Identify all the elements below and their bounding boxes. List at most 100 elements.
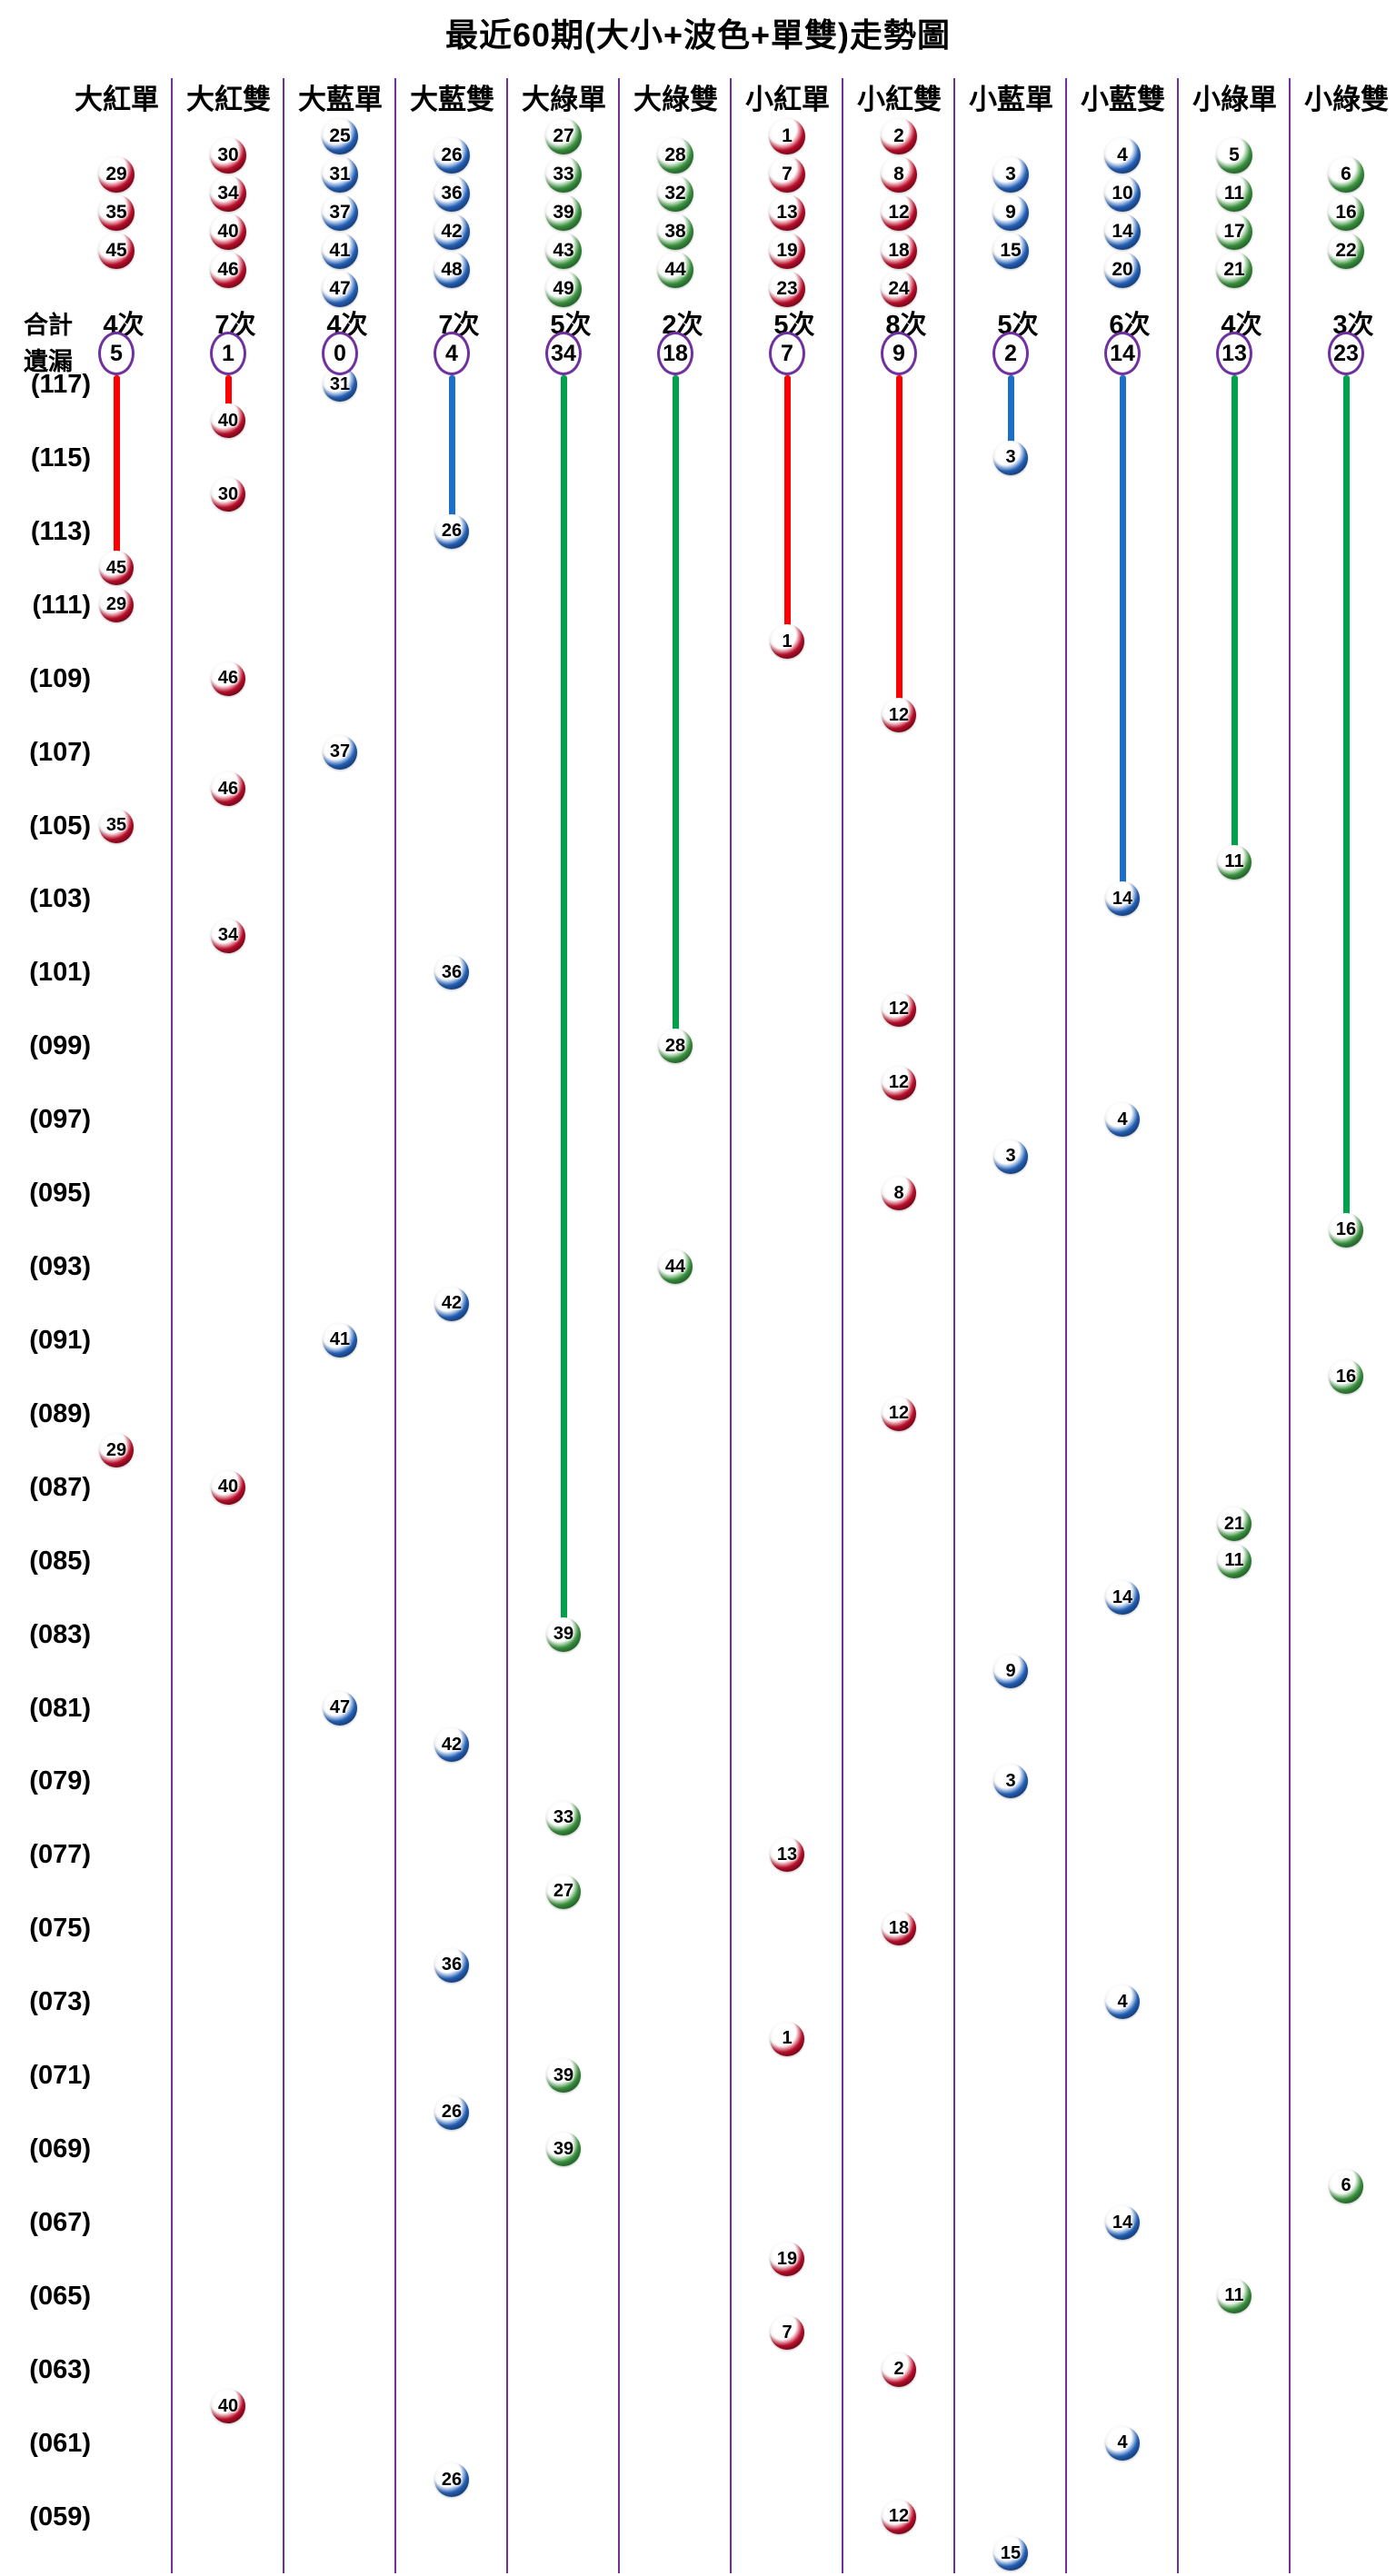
ball-number: 2 (893, 125, 904, 146)
miss-count-circle: 0 (322, 332, 358, 375)
ball-number: 16 (1335, 1366, 1357, 1387)
draw-ball: 29 (99, 1433, 134, 1468)
column-header: 大綠雙 (633, 84, 718, 115)
top-ball: 2 (881, 118, 917, 154)
ball-number: 39 (553, 2064, 574, 2085)
miss-streak-line (672, 375, 679, 1047)
miss-row-label: 遺漏 (24, 348, 73, 375)
ball-number: 39 (553, 2138, 574, 2159)
draw-ball: 46 (211, 661, 245, 696)
miss-streak-line (560, 375, 567, 1635)
miss-streak-line (224, 375, 232, 422)
period-label: (069) (29, 2134, 91, 2164)
draw-ball: 40 (211, 1469, 245, 1505)
period-label: (079) (29, 1766, 91, 1796)
ball-number: 15 (1000, 2542, 1022, 2563)
ball-number: 45 (105, 557, 127, 578)
draw-ball: 42 (434, 1286, 469, 1321)
top-ball: 3 (992, 156, 1029, 193)
draw-ball: 45 (99, 551, 134, 586)
ball-number: 39 (553, 1624, 574, 1645)
draw-ball: 34 (211, 918, 245, 953)
miss-streak-line (1007, 375, 1014, 458)
miss-streak-line (1231, 375, 1238, 862)
ball-number: 43 (553, 240, 574, 261)
draw-ball: 36 (434, 1947, 469, 1983)
ball-number: 27 (553, 1881, 574, 1902)
ball-number: 1 (782, 2028, 793, 2049)
ball-number: 49 (553, 278, 574, 299)
column-header: 大藍單 (298, 84, 383, 115)
draw-ball: 16 (1329, 1212, 1363, 1248)
draw-ball: 1 (770, 624, 804, 660)
ball-number: 12 (888, 202, 910, 223)
period-label: (093) (29, 1252, 91, 1282)
page-title: 最近60期(大小+波色+單雙)走勢圖 (444, 16, 952, 54)
draw-ball: 15 (993, 2536, 1028, 2571)
draw-ball: 33 (546, 1800, 581, 1835)
column-header: 大綠單 (522, 84, 606, 115)
period-label: (063) (29, 2354, 91, 2384)
column-separator (506, 78, 508, 2573)
period-label: (067) (29, 2208, 91, 2237)
period-label: (081) (29, 1693, 91, 1723)
top-ball: 45 (98, 233, 135, 269)
miss-count-circle: 4 (434, 332, 470, 375)
top-ball: 19 (769, 233, 805, 269)
draw-ball: 35 (99, 808, 134, 843)
miss-streak-line (448, 375, 455, 532)
ball-number: 19 (776, 240, 798, 261)
ball-number: 40 (217, 410, 239, 431)
top-ball: 15 (992, 233, 1029, 269)
period-label: (103) (29, 884, 91, 914)
top-ball: 7 (769, 156, 805, 193)
period-label: (085) (29, 1546, 91, 1576)
ball-number: 36 (441, 183, 463, 204)
ball-number: 4 (1117, 1991, 1128, 2012)
ball-number: 26 (441, 144, 463, 165)
top-ball: 29 (98, 156, 135, 193)
ball-number: 29 (105, 1439, 127, 1460)
draw-ball: 11 (1217, 1543, 1251, 1578)
period-label: (071) (29, 2061, 91, 2091)
draw-ball: 18 (882, 1911, 916, 1946)
column-header: 大紅單 (75, 84, 159, 115)
column-header: 小藍雙 (1081, 84, 1165, 115)
top-ball: 9 (992, 194, 1029, 231)
column-separator (171, 78, 173, 2573)
column-header: 小紅單 (745, 84, 830, 115)
draw-ball: 47 (323, 1690, 357, 1726)
miss-streak-line (783, 375, 791, 642)
draw-ball: 19 (770, 2242, 804, 2277)
draw-ball: 37 (323, 734, 357, 770)
draw-ball: 42 (434, 1727, 469, 1763)
period-label: (095) (29, 1179, 91, 1208)
ball-number: 8 (893, 1182, 904, 1203)
ball-number: 36 (441, 961, 463, 982)
draw-ball: 16 (1329, 1359, 1363, 1395)
ball-number: 40 (217, 1477, 239, 1497)
ball-number: 29 (105, 594, 127, 615)
top-ball: 26 (434, 137, 470, 174)
ball-number: 13 (776, 1844, 798, 1865)
column-separator (618, 78, 620, 2573)
ball-number: 17 (1223, 221, 1245, 242)
top-ball: 22 (1328, 233, 1364, 269)
draw-ball: 36 (434, 955, 469, 990)
top-ball: 16 (1328, 194, 1364, 231)
miss-streak-line (1342, 375, 1350, 1230)
ball-number: 31 (329, 164, 351, 184)
ball-number: 42 (441, 1293, 463, 1313)
draw-ball: 29 (99, 587, 134, 622)
ball-number: 41 (329, 240, 351, 261)
ball-number: 8 (893, 164, 904, 184)
ball-number: 9 (1005, 202, 1016, 223)
period-label: (117) (30, 370, 91, 399)
ball-number: 18 (888, 1917, 910, 1938)
top-ball: 49 (545, 271, 582, 307)
ball-number: 21 (1223, 1513, 1245, 1534)
ball-number: 9 (1005, 1660, 1016, 1681)
ball-number: 44 (664, 1256, 686, 1277)
period-label: (113) (30, 516, 91, 546)
miss-count-circle: 1 (210, 332, 246, 375)
